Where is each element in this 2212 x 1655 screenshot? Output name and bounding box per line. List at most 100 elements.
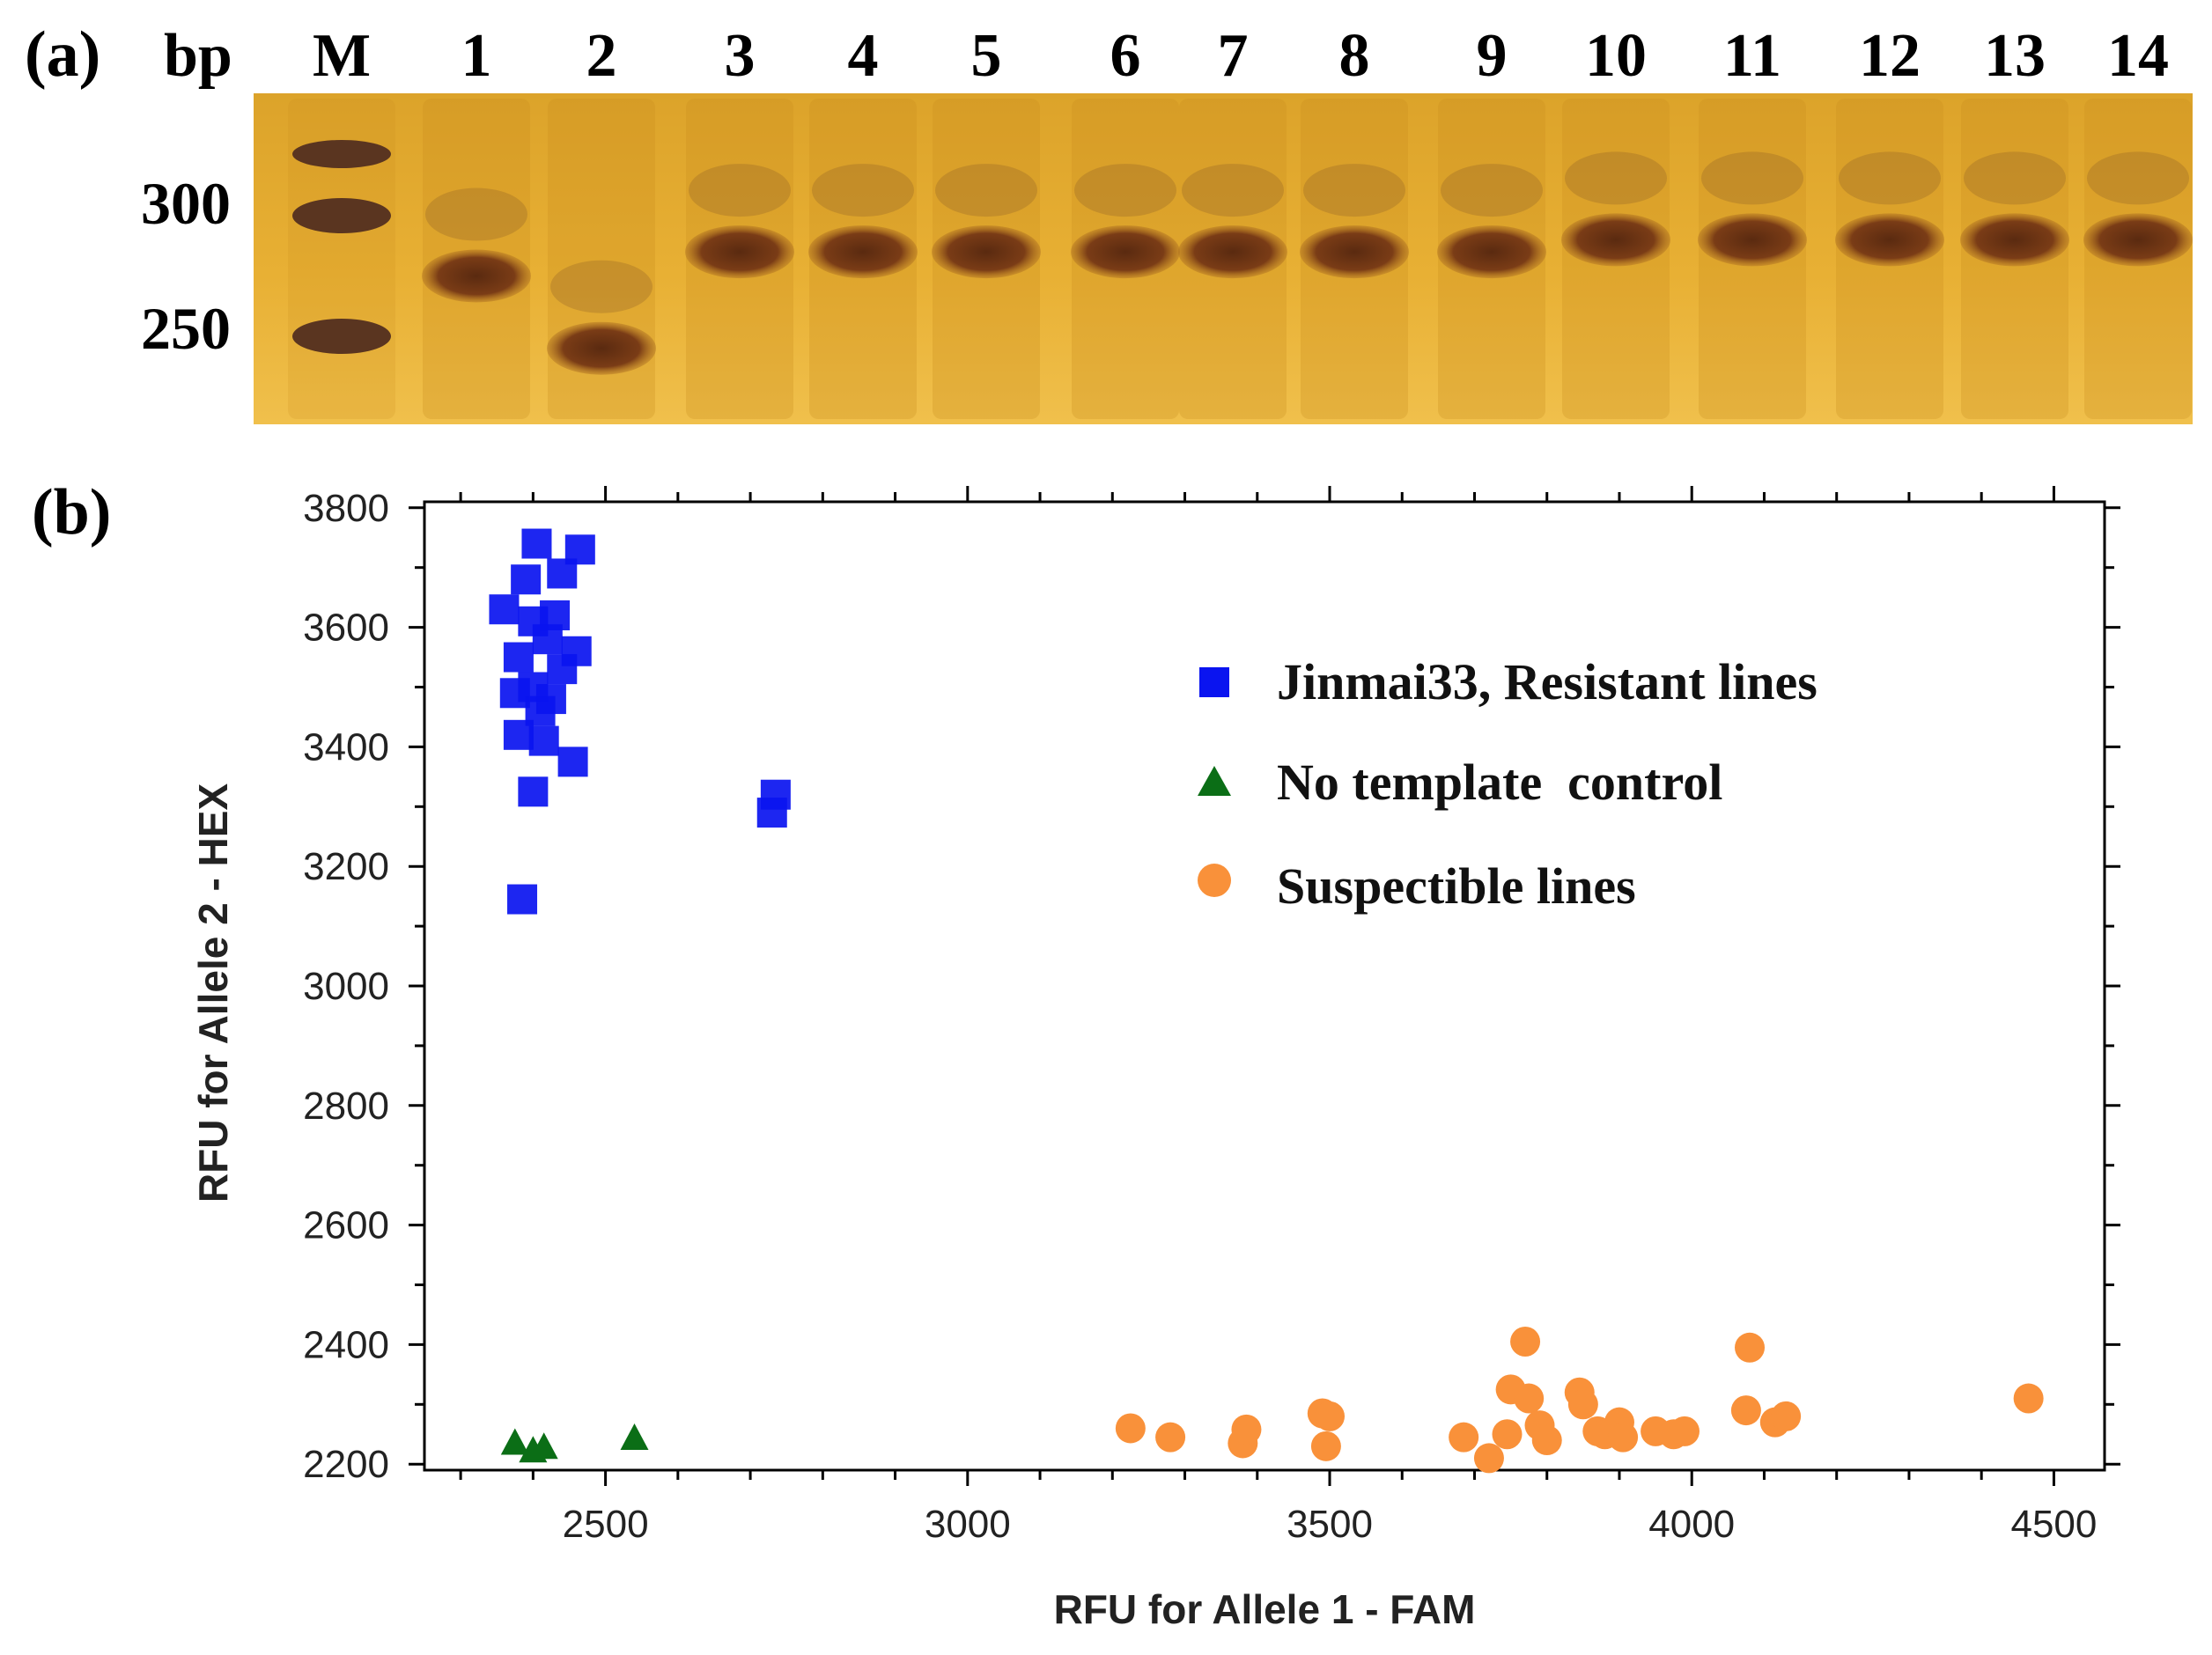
data-point-circle <box>1567 1389 1598 1420</box>
data-point-circle <box>1315 1401 1346 1431</box>
data-point-circle <box>1231 1414 1262 1445</box>
lane-label-marker: M <box>313 22 371 90</box>
dna-band <box>547 321 656 375</box>
data-point-square <box>511 564 542 595</box>
band-smear <box>1565 151 1667 205</box>
gel-lanes <box>288 99 2193 419</box>
y-tick-label: 3400 <box>303 725 389 769</box>
data-point-circle <box>1449 1422 1479 1453</box>
x-tick-label: 4000 <box>1648 1503 1735 1546</box>
y-tick-label: 3800 <box>303 487 389 530</box>
marker-band <box>292 140 391 168</box>
series-triangle <box>500 1423 649 1463</box>
dna-band <box>1561 213 1670 267</box>
lane-label-4: 4 <box>848 22 879 90</box>
data-point-circle <box>1730 1395 1761 1426</box>
lane-label-11: 11 <box>1723 22 1781 90</box>
lane-label-5: 5 <box>971 22 1002 90</box>
legend-square-icon <box>1199 667 1229 697</box>
series-circle <box>1115 1327 2044 1474</box>
lane-label-3: 3 <box>725 22 756 90</box>
bp-label: bp <box>164 22 232 90</box>
data-point-circle <box>1510 1327 1541 1357</box>
band-smear <box>425 188 527 241</box>
data-point-square <box>528 725 559 756</box>
data-point-square <box>507 884 538 915</box>
data-point-triangle <box>529 1432 558 1460</box>
lane-label-13: 13 <box>1984 22 2046 90</box>
lane-label-6: 6 <box>1110 22 1141 90</box>
band-smear <box>1074 164 1176 217</box>
band-smear <box>1964 151 2066 205</box>
x-tick-label: 4500 <box>2010 1503 2097 1546</box>
lane-label-14: 14 <box>2107 22 2169 90</box>
lane-label-2: 2 <box>586 22 617 90</box>
data-point-square <box>532 624 563 655</box>
legend: Jinmai33, Resistant lines No template co… <box>1198 653 1818 915</box>
dna-band <box>2083 213 2193 267</box>
data-point-circle <box>1735 1332 1766 1363</box>
band-smear <box>812 164 914 217</box>
legend-circle-icon <box>1198 864 1231 897</box>
size-label-300: 300 <box>141 170 231 237</box>
data-point-circle <box>1531 1425 1562 1456</box>
data-point-square <box>503 642 534 673</box>
dna-band <box>1178 225 1287 279</box>
data-point-square <box>756 798 787 828</box>
band-smear <box>689 164 791 217</box>
y-tick-label: 3200 <box>303 845 389 888</box>
dna-band <box>808 225 918 279</box>
data-point-circle <box>1670 1416 1700 1446</box>
band-smear <box>1182 164 1284 217</box>
dna-band <box>1960 213 2069 267</box>
lane-label-10: 10 <box>1585 22 1647 90</box>
dna-band <box>932 225 1041 279</box>
scatter-panel: (b) 2500 3000 3500 4000 4500 2200 2400 2600 280… <box>32 476 2120 1632</box>
y-tick-label: 2600 <box>303 1204 389 1247</box>
data-point-circle <box>2013 1383 2044 1414</box>
data-point-circle <box>1492 1419 1523 1450</box>
lane-label-9: 9 <box>1477 22 1508 90</box>
legend-label-ntc: No template control <box>1277 754 1722 811</box>
data-point-square <box>503 719 534 750</box>
dna-band <box>1300 225 1409 279</box>
dna-band <box>1071 225 1180 279</box>
data-point-triangle <box>620 1423 649 1451</box>
dna-band <box>1835 213 1944 267</box>
data-markers <box>489 528 2044 1474</box>
band-smear <box>2087 151 2189 205</box>
legend-label-resistant: Jinmai33, Resistant lines <box>1277 653 1818 710</box>
data-point-circle <box>1608 1422 1639 1453</box>
x-tick-label: 2500 <box>563 1503 649 1546</box>
band-smear <box>1441 164 1543 217</box>
lane-label-7: 7 <box>1218 22 1249 90</box>
size-label-250: 250 <box>141 295 231 362</box>
data-point-square <box>499 678 530 709</box>
data-point-circle <box>1514 1383 1545 1414</box>
y-tick-label: 3000 <box>303 965 389 1008</box>
x-tick-labels: 2500 3000 3500 4000 4500 <box>563 1503 2098 1546</box>
lane-label-8: 8 <box>1339 22 1370 90</box>
data-point-triangle <box>500 1428 529 1455</box>
band-smear <box>1701 151 1803 205</box>
x-axis-ticks <box>459 486 2055 1486</box>
y-tick-label: 2400 <box>303 1323 389 1366</box>
marker-band <box>292 319 391 354</box>
lane-labels: M 1 2 3 4 5 6 7 8 9 10 11 12 13 14 <box>313 22 2169 90</box>
data-point-square <box>518 776 549 807</box>
data-point-circle <box>1771 1401 1802 1431</box>
data-point-circle <box>1155 1422 1186 1453</box>
y-axis-ticks <box>409 506 2120 1466</box>
x-tick-label: 3500 <box>1287 1503 1373 1546</box>
dna-band <box>1698 213 1807 267</box>
legend-triangle-icon <box>1198 766 1231 796</box>
band-smear <box>1839 151 1941 205</box>
marker-band <box>292 198 391 233</box>
dna-band <box>1437 225 1546 279</box>
gel-panel: (a) bp M 1 2 3 4 5 6 7 8 9 10 11 12 13 14 300 250 <box>25 18 2193 424</box>
data-point-square <box>521 528 552 559</box>
x-tick-label: 3000 <box>925 1503 1011 1546</box>
band-smear <box>1303 164 1405 217</box>
y-tick-label: 3600 <box>303 607 389 650</box>
